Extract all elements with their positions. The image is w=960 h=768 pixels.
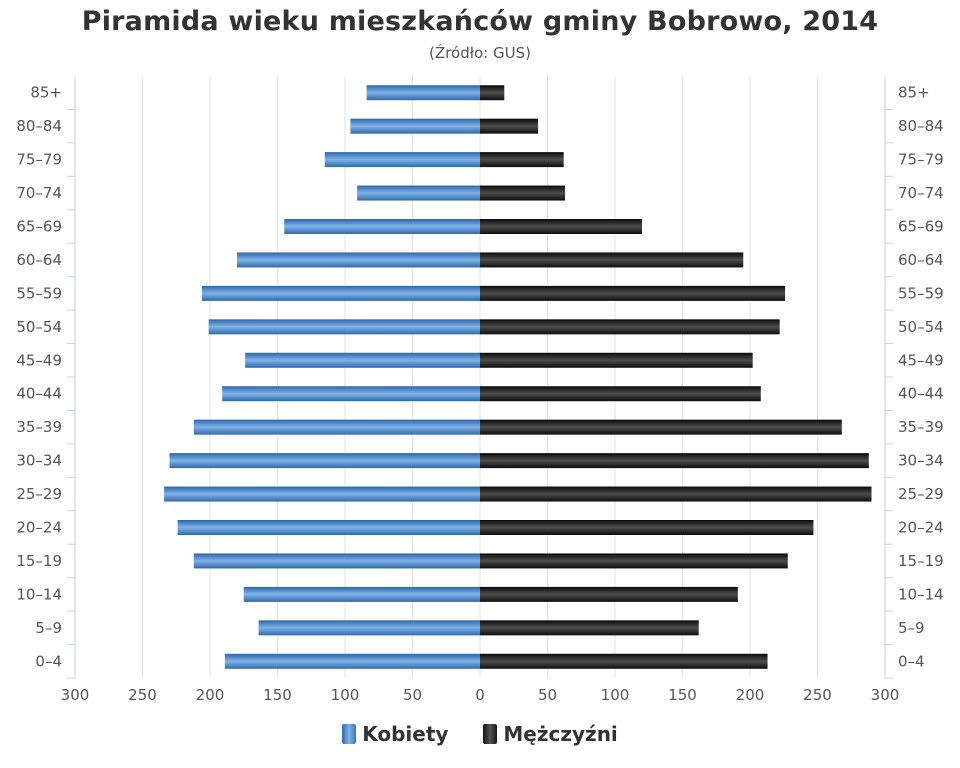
y-tick-label-right: 70–74 <box>898 184 944 202</box>
x-tick-label: 50 <box>403 686 422 704</box>
y-tick-label-left: 15–19 <box>16 552 62 570</box>
legend-swatch-kobiety <box>342 724 357 744</box>
bar-kobiety <box>177 520 480 535</box>
y-tick-label-right: 75–79 <box>898 151 944 169</box>
x-tick-label: 300 <box>871 686 900 704</box>
y-tick-label-left: 30–34 <box>16 452 62 470</box>
x-tick-label: 50 <box>538 686 557 704</box>
legend-label-kobiety: Kobiety <box>362 722 449 746</box>
y-tick-label-right: 50–54 <box>898 318 944 336</box>
legend-item-kobiety[interactable]: Kobiety <box>342 722 448 746</box>
axes <box>67 76 893 679</box>
x-tick-label: 0 <box>475 686 485 704</box>
bar-kobiety <box>222 386 480 402</box>
legend: Kobiety Mężczyźni <box>0 722 960 749</box>
bar-mezczyzni <box>480 185 566 201</box>
y-tick-label-left: 85+ <box>30 84 62 102</box>
bar-kobiety <box>350 118 480 134</box>
bar-kobiety <box>237 252 480 268</box>
bars <box>164 85 872 669</box>
bar-mezczyzni <box>480 520 814 535</box>
bar-mezczyzni <box>480 453 869 469</box>
bar-kobiety <box>193 553 481 569</box>
bar-kobiety <box>284 219 480 234</box>
y-tick-label-right: 60–64 <box>898 251 944 269</box>
y-tick-label-left: 25–29 <box>16 485 62 503</box>
bar-mezczyzni <box>480 386 761 402</box>
bar-mezczyzni <box>480 118 539 134</box>
y-tick-label-right: 85+ <box>898 84 930 102</box>
y-tick-label-right: 80–84 <box>898 117 944 135</box>
x-tick-label: 250 <box>803 686 832 704</box>
y-tick-label-right: 45–49 <box>898 351 944 369</box>
x-tick-label: 100 <box>601 686 630 704</box>
bar-mezczyzni <box>480 352 753 368</box>
bar-mezczyzni <box>480 219 642 234</box>
bar-kobiety <box>201 285 480 301</box>
y-tick-label-left: 55–59 <box>16 284 62 302</box>
bar-kobiety <box>169 453 480 469</box>
y-tick-label-left: 80–84 <box>16 117 62 135</box>
bar-mezczyzni <box>480 553 788 569</box>
x-tick-label: 250 <box>128 686 157 704</box>
y-tick-label-left: 20–24 <box>16 519 62 537</box>
y-tick-label-left: 75–79 <box>16 151 62 169</box>
y-tick-label-left: 10–14 <box>16 585 62 603</box>
bar-kobiety <box>357 185 480 201</box>
bar-mezczyzni <box>480 653 768 669</box>
y-tick-label-right: 20–24 <box>898 519 944 537</box>
y-tick-label-right: 15–19 <box>898 552 944 570</box>
y-tick-label-left: 35–39 <box>16 418 62 436</box>
bar-kobiety <box>193 419 481 435</box>
tick-labels: 300 250 200 150 100 50 0 50 100 150 200 250 300 85+ 85… <box>16 84 943 704</box>
y-tick-label-left: 0–4 <box>35 652 62 670</box>
y-tick-label-left: 60–64 <box>16 251 62 269</box>
population-pyramid-chart: 300 250 200 150 100 50 0 50 100 150 200 250 300 85+ 85… <box>16 76 944 704</box>
y-tick-label-left: 65–69 <box>16 218 62 236</box>
y-tick-label-left: 70–74 <box>16 184 62 202</box>
bar-mezczyzni <box>480 285 786 301</box>
bar-kobiety <box>245 352 480 368</box>
bar-mezczyzni <box>480 152 564 168</box>
bar-kobiety <box>324 152 480 168</box>
bar-mezczyzni <box>480 486 872 502</box>
y-tick-label-right: 35–39 <box>898 418 944 436</box>
chart-title: Piramida wieku mieszkańców gminy Bobrowo… <box>81 6 879 37</box>
y-tick-label-right: 10–14 <box>898 585 944 603</box>
y-tick-label-left: 45–49 <box>16 351 62 369</box>
y-tick-label-right: 25–29 <box>898 485 944 503</box>
bar-mezczyzni <box>480 252 744 268</box>
bar-mezczyzni <box>480 586 738 602</box>
chart-subtitle: (Źródło: GUS) <box>429 44 531 62</box>
y-tick-label-right: 0–4 <box>898 652 925 670</box>
x-tick-label: 200 <box>196 686 225 704</box>
x-tick-label: 200 <box>736 686 765 704</box>
y-tick-label-right: 30–34 <box>898 452 944 470</box>
bar-kobiety <box>243 586 480 602</box>
x-tick-label: 150 <box>263 686 292 704</box>
x-tick-label: 100 <box>331 686 360 704</box>
x-tick-label: 150 <box>668 686 697 704</box>
legend-item-mezczyzni[interactable]: Mężczyźni <box>483 722 618 746</box>
bar-mezczyzni <box>480 85 505 101</box>
bar-mezczyzni <box>480 620 699 636</box>
bar-mezczyzni <box>480 419 842 435</box>
y-tick-label-right: 55–59 <box>898 284 944 302</box>
bar-mezczyzni <box>480 319 780 335</box>
x-tick-label: 300 <box>61 686 90 704</box>
y-tick-label-left: 40–44 <box>16 385 62 403</box>
legend-swatch-mezczyzni <box>483 724 498 744</box>
legend-label-mezczyzni: Mężczyźni <box>503 722 618 746</box>
y-tick-label-left: 50–54 <box>16 318 62 336</box>
bar-kobiety <box>258 620 480 636</box>
y-tick-label-right: 40–44 <box>898 385 944 403</box>
bar-kobiety <box>164 486 480 502</box>
bar-kobiety <box>224 653 480 669</box>
y-tick-label-right: 5–9 <box>898 619 925 637</box>
y-tick-label-left: 5–9 <box>35 619 62 637</box>
bar-kobiety <box>208 319 480 335</box>
bar-kobiety <box>366 85 480 101</box>
y-tick-label-right: 65–69 <box>898 218 944 236</box>
